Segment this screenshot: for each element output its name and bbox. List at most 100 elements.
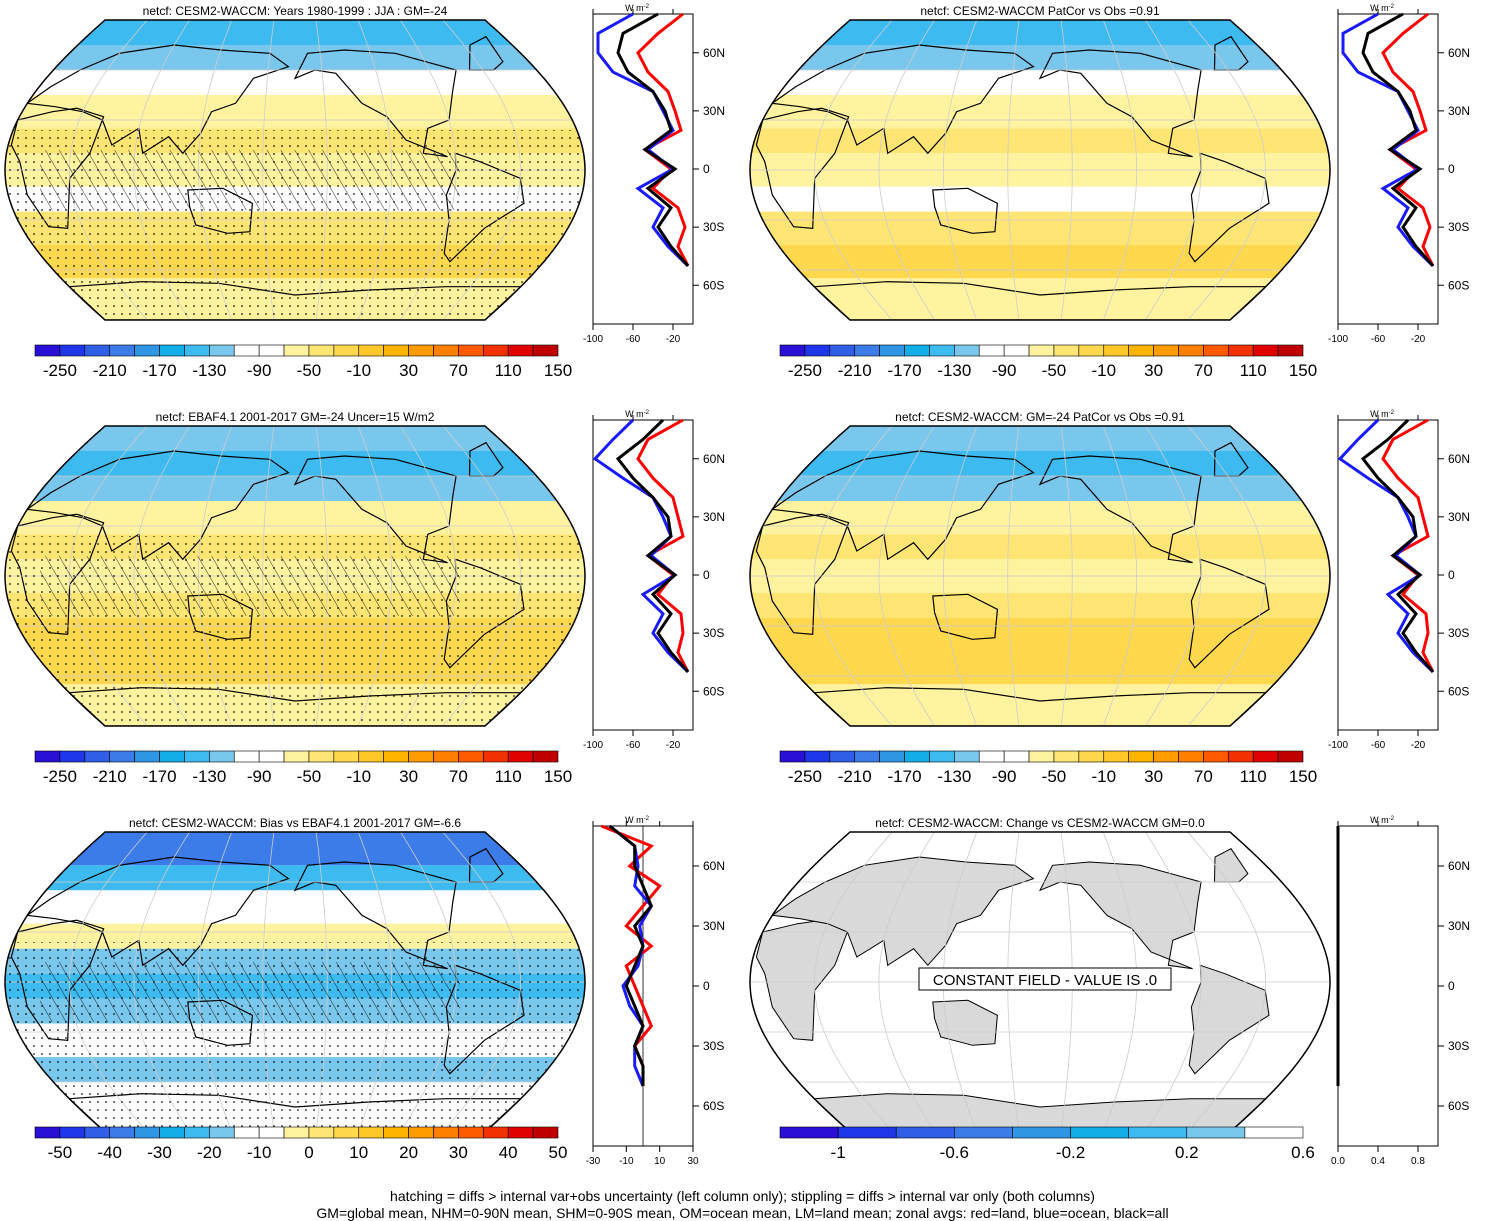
colorbar-swatch	[258, 344, 285, 357]
colorbar-swatch	[978, 344, 1005, 357]
colorbar-swatch	[433, 750, 459, 763]
colorbar-label: 30	[399, 361, 418, 380]
colorbar-swatch	[84, 1126, 111, 1139]
colorbar-swatch	[1128, 1126, 1188, 1139]
colorbar-swatch	[507, 1126, 534, 1139]
colorbar-label: -50	[297, 361, 322, 380]
lat-label: 0	[703, 162, 710, 176]
zonal-xlabel: -20	[666, 334, 681, 345]
zonal-xlabel: -20	[1411, 740, 1426, 751]
colorbar-swatch	[1252, 344, 1279, 357]
colorbar-label: -130	[192, 361, 226, 380]
map-band	[5, 501, 585, 535]
panel-bias: netcf: CESM2-WACCM: Bias vs EBAF4.1 2001…	[0, 812, 740, 1187]
colorbar-swatch	[59, 1126, 86, 1139]
colorbar-label: -90	[247, 361, 272, 380]
zonal-unit: W m-2	[1370, 815, 1394, 825]
colorbar-swatch	[209, 1126, 235, 1139]
coast-eurasia	[25, 856, 290, 967]
zonal-line-ocean	[596, 12, 690, 267]
panel-graphic: CONSTANT FIELD - VALUE IS .0 -1 -0.6 -0.2 0.…	[749, 815, 1470, 1167]
lat-label: 0	[1448, 162, 1455, 176]
panel-change: netcf: CESM2-WACCM: Change vs CESM2-WACC…	[745, 812, 1485, 1187]
panel-model-mean: netcf: CESM2-WACCM: Years 1980-1999 : JJ…	[0, 0, 740, 405]
colorbar-label: 150	[1289, 767, 1317, 786]
colorbar-swatch	[1203, 750, 1229, 763]
map-band	[750, 20, 1330, 45]
panel-model-patcor: netcf: CESM2-WACCM PatCor vs Obs =0.91 -2…	[745, 0, 1485, 405]
zonal-line-all	[608, 824, 654, 1086]
map-band	[750, 617, 1330, 651]
lat-label: 30S	[1448, 626, 1469, 640]
colorbar-swatch	[1103, 344, 1129, 357]
map-band	[5, 70, 585, 95]
coast-australia	[932, 593, 999, 640]
map-field	[750, 426, 1330, 726]
colorbar-swatch	[1103, 750, 1129, 763]
panel-graphic: -250 -210 -170 -130 -90 -50 -10 30 70 110 150 W m-2…	[4, 3, 725, 380]
colorbar-label: -170	[888, 767, 922, 786]
colorbar-swatch	[532, 344, 559, 357]
colorbar-swatch	[1028, 344, 1055, 357]
map-band	[5, 426, 585, 451]
colorbar-label: -50	[1042, 767, 1067, 786]
coast-africa	[755, 107, 850, 229]
colorbar-swatch	[184, 1126, 210, 1139]
map-band	[750, 45, 1330, 70]
colorbar-label: -170	[143, 767, 177, 786]
colorbar-label: 150	[544, 767, 572, 786]
lat-label: 30N	[703, 510, 725, 524]
lat-label: 60N	[1448, 452, 1470, 466]
colorbar-swatch	[358, 750, 384, 763]
lat-label: 60N	[1448, 859, 1470, 873]
colorbar-swatch	[829, 344, 856, 357]
lat-label: 30S	[703, 626, 724, 640]
colorbar-swatch	[283, 1126, 310, 1139]
zonal-xlabel: -100	[1328, 334, 1348, 345]
zonal-xlabel: -60	[626, 740, 641, 751]
hatch-overlay	[40, 150, 460, 210]
colorbar-swatch	[804, 344, 831, 357]
coast-antarctica	[812, 281, 1268, 320]
colorbar-swatch	[482, 1126, 509, 1139]
colorbar-label: 0	[304, 1143, 313, 1162]
colorbar-swatch	[458, 750, 484, 763]
map-title: netcf: CESM2-WACCM: Change vs CESM2-WACC…	[875, 816, 1205, 830]
colorbar-label: -50	[297, 767, 322, 786]
lat-label: 60N	[703, 46, 725, 60]
map-field	[750, 20, 1330, 320]
zonal-xlabel: 10	[654, 1156, 666, 1167]
zonal-xlabel: 30	[687, 1156, 699, 1167]
zonal-frame	[1337, 825, 1439, 1147]
colorbar-swatch	[954, 1126, 1013, 1139]
colorbar-swatch	[408, 750, 434, 763]
land-samerica	[1188, 964, 1270, 1075]
colorbar-label: -130	[937, 767, 971, 786]
colorbar-label: -10	[247, 1143, 272, 1162]
map-band	[5, 451, 585, 476]
zonal-unit: W m-2	[625, 815, 649, 825]
colorbar-swatch	[59, 750, 86, 763]
zonal-unit: W m-2	[625, 3, 649, 13]
colorbar-swatch	[507, 344, 534, 357]
colorbar-label: -20	[197, 1143, 222, 1162]
colorbar-swatch	[333, 344, 360, 357]
colorbar-swatch	[383, 750, 409, 763]
footer-note-2: GM=global mean, NHM=0-90N mean, SHM=0-90…	[316, 1205, 1169, 1221]
lat-label: 30N	[1448, 510, 1470, 524]
colorbar-label: 70	[1194, 767, 1213, 786]
zonal-line-land	[1381, 418, 1435, 673]
colorbar-swatch	[804, 750, 831, 763]
colorbar-swatch	[258, 1126, 285, 1139]
colorbar-swatch	[408, 344, 434, 357]
map-band	[750, 186, 1330, 212]
colorbar-label: -90	[992, 361, 1017, 380]
colorbar-label: -40	[97, 1143, 122, 1162]
colorbar-label: -170	[143, 361, 177, 380]
zonal-line-land	[636, 418, 690, 673]
colorbar-label: -10	[1091, 361, 1116, 380]
map-band	[750, 426, 1330, 451]
colorbar-swatch	[84, 750, 111, 763]
colorbar-label: 150	[1289, 361, 1317, 380]
colorbar-swatch	[1203, 344, 1229, 357]
